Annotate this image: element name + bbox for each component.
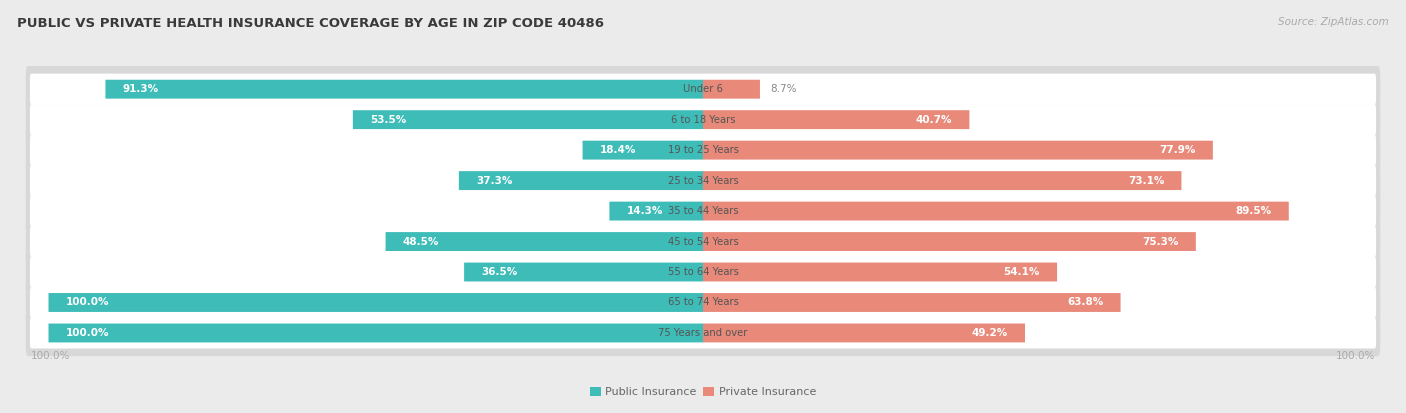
FancyBboxPatch shape bbox=[609, 202, 703, 221]
FancyBboxPatch shape bbox=[25, 188, 1381, 234]
Text: 54.1%: 54.1% bbox=[1004, 267, 1040, 277]
Text: 100.0%: 100.0% bbox=[31, 351, 70, 361]
Text: 63.8%: 63.8% bbox=[1067, 297, 1104, 308]
FancyBboxPatch shape bbox=[30, 287, 1376, 318]
FancyBboxPatch shape bbox=[30, 318, 1376, 349]
FancyBboxPatch shape bbox=[582, 141, 703, 159]
Text: 14.3%: 14.3% bbox=[627, 206, 664, 216]
FancyBboxPatch shape bbox=[25, 127, 1381, 173]
Text: 100.0%: 100.0% bbox=[1336, 351, 1375, 361]
FancyBboxPatch shape bbox=[48, 293, 703, 312]
Text: 91.3%: 91.3% bbox=[122, 84, 159, 94]
Text: Under 6: Under 6 bbox=[683, 84, 723, 94]
FancyBboxPatch shape bbox=[385, 232, 703, 251]
FancyBboxPatch shape bbox=[30, 165, 1376, 196]
FancyBboxPatch shape bbox=[703, 202, 1289, 221]
FancyBboxPatch shape bbox=[703, 323, 1025, 342]
FancyBboxPatch shape bbox=[703, 141, 1213, 159]
Text: 65 to 74 Years: 65 to 74 Years bbox=[668, 297, 738, 308]
FancyBboxPatch shape bbox=[30, 195, 1376, 227]
Text: 73.1%: 73.1% bbox=[1128, 176, 1164, 185]
FancyBboxPatch shape bbox=[464, 263, 703, 282]
FancyBboxPatch shape bbox=[353, 110, 703, 129]
Legend: Public Insurance, Private Insurance: Public Insurance, Private Insurance bbox=[585, 382, 821, 402]
FancyBboxPatch shape bbox=[25, 279, 1381, 326]
FancyBboxPatch shape bbox=[30, 226, 1376, 257]
FancyBboxPatch shape bbox=[30, 74, 1376, 105]
FancyBboxPatch shape bbox=[25, 66, 1381, 112]
FancyBboxPatch shape bbox=[25, 97, 1381, 143]
Text: 36.5%: 36.5% bbox=[481, 267, 517, 277]
Text: 89.5%: 89.5% bbox=[1236, 206, 1271, 216]
Text: 8.7%: 8.7% bbox=[770, 84, 797, 94]
FancyBboxPatch shape bbox=[25, 157, 1381, 204]
Text: 6 to 18 Years: 6 to 18 Years bbox=[671, 115, 735, 125]
Text: 55 to 64 Years: 55 to 64 Years bbox=[668, 267, 738, 277]
Text: 37.3%: 37.3% bbox=[477, 176, 512, 185]
Text: 77.9%: 77.9% bbox=[1160, 145, 1195, 155]
Text: 18.4%: 18.4% bbox=[600, 145, 636, 155]
Text: 75 Years and over: 75 Years and over bbox=[658, 328, 748, 338]
FancyBboxPatch shape bbox=[25, 218, 1381, 265]
FancyBboxPatch shape bbox=[30, 135, 1376, 166]
FancyBboxPatch shape bbox=[25, 249, 1381, 295]
FancyBboxPatch shape bbox=[30, 256, 1376, 287]
FancyBboxPatch shape bbox=[48, 323, 703, 342]
Text: 35 to 44 Years: 35 to 44 Years bbox=[668, 206, 738, 216]
FancyBboxPatch shape bbox=[105, 80, 703, 99]
FancyBboxPatch shape bbox=[25, 310, 1381, 356]
Text: 25 to 34 Years: 25 to 34 Years bbox=[668, 176, 738, 185]
FancyBboxPatch shape bbox=[458, 171, 703, 190]
FancyBboxPatch shape bbox=[703, 80, 759, 99]
Text: 48.5%: 48.5% bbox=[402, 237, 439, 247]
Text: 19 to 25 Years: 19 to 25 Years bbox=[668, 145, 738, 155]
FancyBboxPatch shape bbox=[30, 104, 1376, 135]
Text: 45 to 54 Years: 45 to 54 Years bbox=[668, 237, 738, 247]
Text: 100.0%: 100.0% bbox=[66, 297, 110, 308]
Text: 49.2%: 49.2% bbox=[972, 328, 1008, 338]
Text: 53.5%: 53.5% bbox=[370, 115, 406, 125]
FancyBboxPatch shape bbox=[703, 110, 969, 129]
Text: Source: ZipAtlas.com: Source: ZipAtlas.com bbox=[1278, 17, 1389, 26]
Text: 75.3%: 75.3% bbox=[1142, 237, 1178, 247]
FancyBboxPatch shape bbox=[703, 293, 1121, 312]
FancyBboxPatch shape bbox=[703, 232, 1197, 251]
FancyBboxPatch shape bbox=[703, 263, 1057, 282]
Text: 40.7%: 40.7% bbox=[915, 115, 952, 125]
FancyBboxPatch shape bbox=[703, 171, 1181, 190]
Text: PUBLIC VS PRIVATE HEALTH INSURANCE COVERAGE BY AGE IN ZIP CODE 40486: PUBLIC VS PRIVATE HEALTH INSURANCE COVER… bbox=[17, 17, 603, 29]
Text: 100.0%: 100.0% bbox=[66, 328, 110, 338]
